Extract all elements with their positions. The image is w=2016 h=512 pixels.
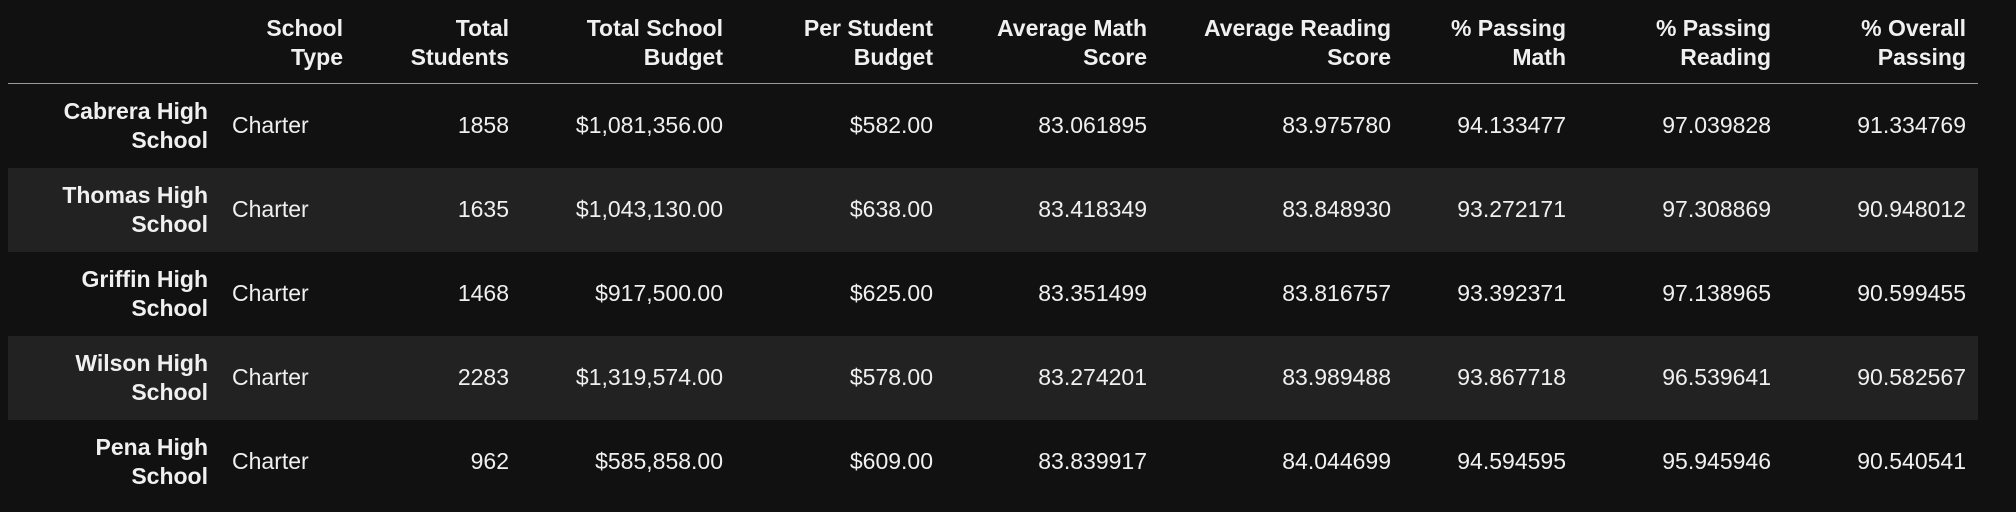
avg-reading-cell: 83.816757	[1282, 280, 1391, 306]
per-student-budget-cell: $578.00	[849, 364, 933, 390]
index-header	[8, 0, 220, 84]
table-row: Thomas High School Charter 1635 $1,043,1…	[8, 167, 1978, 252]
total-budget-cell: $1,319,574.00	[575, 364, 723, 390]
total-students-cell: 2283	[457, 364, 509, 390]
column-header-pct-passing-reading: % Passing Reading	[1655, 15, 1771, 70]
per-student-budget-cell: $625.00	[849, 280, 933, 306]
total-budget-cell: $1,043,130.00	[575, 196, 723, 222]
table-row: Griffin High School Charter 1468 $917,50…	[8, 252, 1978, 336]
avg-reading-cell: 83.848930	[1282, 196, 1391, 222]
pct-reading-cell: 95.945946	[1662, 448, 1771, 474]
row-index-school-name: Pena High School	[95, 433, 208, 489]
column-header-average-math-score: Average Math Score	[997, 15, 1147, 70]
school-type-cell: Charter	[232, 196, 309, 222]
avg-math-cell: 83.351499	[1038, 280, 1147, 306]
pct-overall-cell: 90.582567	[1857, 364, 1966, 390]
pct-math-cell: 93.272171	[1457, 196, 1566, 222]
pct-overall-cell: 90.540541	[1857, 448, 1966, 474]
total-students-cell: 962	[470, 448, 509, 474]
total-students-cell: 1468	[457, 280, 509, 306]
row-index-school-name: Cabrera High School	[63, 97, 208, 153]
school-type-cell: Charter	[232, 364, 309, 390]
pct-math-cell: 94.133477	[1457, 112, 1566, 139]
total-students-cell: 1858	[457, 112, 509, 139]
column-header-school-type: School Type	[266, 15, 343, 70]
avg-math-cell: 83.274201	[1038, 364, 1147, 390]
column-header-pct-overall-passing: % Overall Passing	[1861, 15, 1966, 70]
per-student-budget-cell: $609.00	[849, 448, 933, 474]
pct-reading-cell: 96.539641	[1662, 364, 1771, 390]
pct-reading-cell: 97.308869	[1662, 196, 1771, 222]
school-type-cell: Charter	[232, 280, 309, 306]
column-header-average-reading-score: Average Reading Score	[1203, 15, 1391, 70]
school-type-cell: Charter	[232, 448, 309, 474]
pct-math-cell: 94.594595	[1457, 448, 1566, 474]
avg-math-cell: 83.839917	[1038, 448, 1147, 474]
pct-reading-cell: 97.039828	[1662, 112, 1771, 139]
avg-reading-cell: 83.975780	[1282, 112, 1391, 139]
table-row: Wilson High School Charter 2283 $1,319,5…	[8, 335, 1978, 420]
row-index-school-name: Griffin High School	[81, 265, 208, 321]
pct-overall-cell: 90.948012	[1857, 196, 1966, 222]
column-header-pct-passing-math: % Passing Math	[1450, 15, 1566, 70]
dataframe-output: School Type Total Students Total School …	[8, 0, 1978, 504]
table-row: Pena High School Charter 962 $585,858.00…	[8, 420, 1978, 504]
pct-math-cell: 93.867718	[1457, 364, 1566, 390]
table-row: Cabrera High School Charter 1858 $1,081,…	[8, 84, 1978, 168]
pct-overall-cell: 91.334769	[1857, 112, 1966, 139]
total-budget-cell: $585,858.00	[595, 448, 723, 474]
header-row: School Type Total Students Total School …	[8, 0, 1978, 84]
school-type-cell: Charter	[232, 112, 309, 139]
pct-math-cell: 93.392371	[1457, 280, 1566, 306]
row-index-school-name: Wilson High School	[75, 349, 208, 405]
avg-reading-cell: 84.044699	[1282, 448, 1391, 474]
per-student-budget-cell: $582.00	[849, 112, 933, 139]
per-student-budget-cell: $638.00	[849, 196, 933, 222]
total-budget-cell: $917,500.00	[595, 280, 723, 306]
avg-math-cell: 83.418349	[1038, 196, 1147, 222]
row-index-school-name: Thomas High School	[62, 181, 208, 237]
avg-reading-cell: 83.989488	[1282, 364, 1391, 390]
total-students-cell: 1635	[457, 196, 509, 222]
pct-reading-cell: 97.138965	[1662, 280, 1771, 306]
pct-overall-cell: 90.599455	[1857, 280, 1966, 306]
column-header-per-student-budget: Per Student Budget	[803, 15, 933, 70]
column-header-total-students: Total Students	[410, 15, 509, 70]
school-summary-table: School Type Total Students Total School …	[8, 0, 1978, 504]
avg-math-cell: 83.061895	[1038, 112, 1147, 139]
total-budget-cell: $1,081,356.00	[575, 112, 723, 139]
column-header-total-school-budget: Total School Budget	[586, 15, 723, 70]
